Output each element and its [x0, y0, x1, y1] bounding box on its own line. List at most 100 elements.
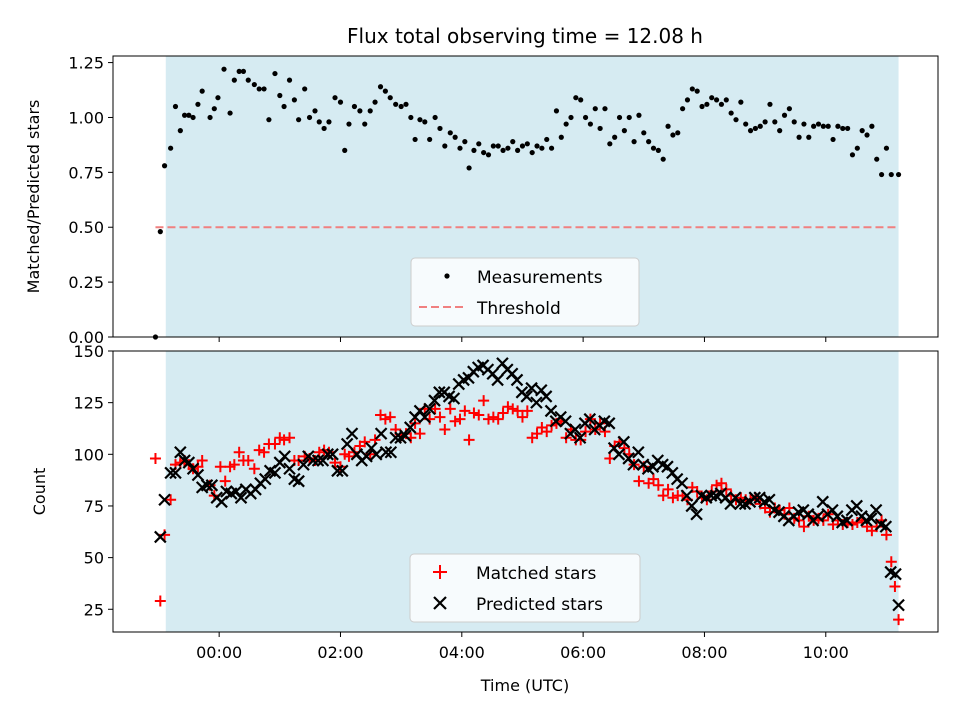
- measurement-point: [168, 145, 174, 151]
- matched-star-point: [657, 490, 669, 502]
- predicted-star-point: [326, 448, 339, 461]
- matched-star-point: [154, 595, 166, 607]
- matched-star-point: [487, 411, 499, 423]
- measurement-point: [544, 136, 550, 143]
- measurement-point: [387, 95, 393, 101]
- measurement-point: [172, 103, 179, 110]
- y-axis-ticks: 25 50 75 100 125 150: [73, 342, 113, 619]
- matched-star-point: [541, 426, 553, 438]
- predicted-star-point: [530, 396, 543, 409]
- measurement-point: [500, 147, 506, 153]
- measurement-point: [437, 125, 443, 132]
- measurement-point: [326, 119, 332, 125]
- measurement-point: [840, 125, 846, 132]
- matched-star-point: [219, 475, 231, 487]
- matched-star-point: [851, 516, 863, 528]
- predicted-star-point: [191, 468, 205, 482]
- x-axis-ticks: [218, 337, 827, 342]
- measurement-point: [215, 95, 221, 101]
- matched-star-point: [196, 455, 208, 467]
- measurement-point: [382, 88, 388, 94]
- predicted-star-point: [374, 427, 388, 440]
- matched-star-point: [580, 426, 592, 438]
- measurement-point: [534, 143, 540, 149]
- predicted-star-point: [520, 390, 533, 403]
- measurement-point: [485, 152, 492, 158]
- measurement-point: [240, 68, 247, 74]
- measurement-point: [261, 86, 267, 92]
- y-tick-label: 0.00: [68, 328, 104, 347]
- legend-label: Threshold: [476, 299, 561, 319]
- measurement-point: [859, 128, 865, 134]
- y-tick-label: 150: [73, 342, 104, 361]
- predicted-star-point: [573, 431, 587, 445]
- measurement-point: [548, 145, 555, 151]
- matched-star-point: [359, 436, 371, 448]
- measurement-point: [256, 86, 262, 92]
- measurement-point: [372, 99, 378, 105]
- predicted-star-point: [336, 464, 349, 478]
- measurement-point: [351, 103, 358, 110]
- measurement-point: [820, 123, 826, 129]
- measurement-point: [796, 134, 802, 140]
- measurement-point: [291, 97, 297, 103]
- measurements-series: [152, 66, 902, 340]
- matched-star-point: [512, 405, 524, 417]
- matched-star-point: [497, 407, 509, 419]
- measurement-point: [578, 97, 584, 103]
- predicted-star-point: [864, 512, 878, 525]
- predicted-star-point: [205, 479, 219, 492]
- measurement-point: [408, 114, 414, 121]
- measurement-point: [177, 128, 183, 134]
- matched-star-point: [278, 434, 290, 446]
- matched-star-point: [468, 407, 480, 419]
- predicted-star-point: [418, 410, 432, 424]
- figure-title: Flux total observing time = 12.08 h: [347, 24, 703, 48]
- predicted-star-point: [258, 472, 272, 486]
- measurement-point: [332, 95, 338, 101]
- x-axis-label: Time (UTC): [480, 676, 569, 695]
- x-tick-label: 08:00: [681, 643, 727, 662]
- matched-star-point: [284, 432, 296, 444]
- y-tick-label: 25: [84, 600, 104, 619]
- measurement-point: [505, 145, 511, 151]
- predicted-star-point: [733, 497, 747, 511]
- matched-star-point: [434, 411, 446, 423]
- predicted-star-point: [811, 510, 825, 523]
- measurement-point: [563, 121, 569, 127]
- measurement-point: [806, 134, 812, 140]
- measurement-point: [221, 66, 227, 72]
- predicted-star-point: [583, 412, 597, 426]
- predicted-star-point: [544, 404, 558, 418]
- predicted-star-point: [360, 450, 373, 463]
- measurement-point: [558, 134, 564, 140]
- measurement-point: [752, 125, 759, 132]
- legend: Matched stars Predicted stars: [409, 553, 641, 623]
- measurement-point: [772, 119, 778, 125]
- x-tick-label: 06:00: [560, 643, 606, 662]
- predicted-star-point: [384, 445, 398, 459]
- predicted-star-point: [423, 402, 436, 416]
- predicted-star-point: [869, 503, 883, 517]
- count-panel: 25 50 75 100 125 150 00:00 02:00 04:00 06:00 08:0…: [30, 342, 939, 662]
- matched-star-point: [502, 401, 514, 413]
- measurement-point: [718, 101, 725, 107]
- plot-frame: [112, 55, 939, 338]
- measurement-point: [791, 119, 797, 125]
- measurement-point: [874, 156, 880, 162]
- measurement-point: [684, 97, 691, 103]
- matched-star-point: [482, 413, 494, 425]
- measurement-point: [786, 106, 792, 112]
- measurement-point: [524, 141, 530, 147]
- measurement-point: [398, 103, 404, 110]
- predicted-star-point: [158, 493, 171, 507]
- matched-star-point: [798, 521, 810, 533]
- measurement-point: [825, 123, 831, 129]
- measurement-point: [471, 147, 477, 153]
- measurement-point: [854, 145, 860, 151]
- measurement-point: [157, 229, 163, 235]
- measurement-point: [207, 114, 213, 121]
- measurement-point: [432, 114, 438, 121]
- measurement-point: [616, 114, 623, 121]
- measurement-point: [675, 130, 681, 136]
